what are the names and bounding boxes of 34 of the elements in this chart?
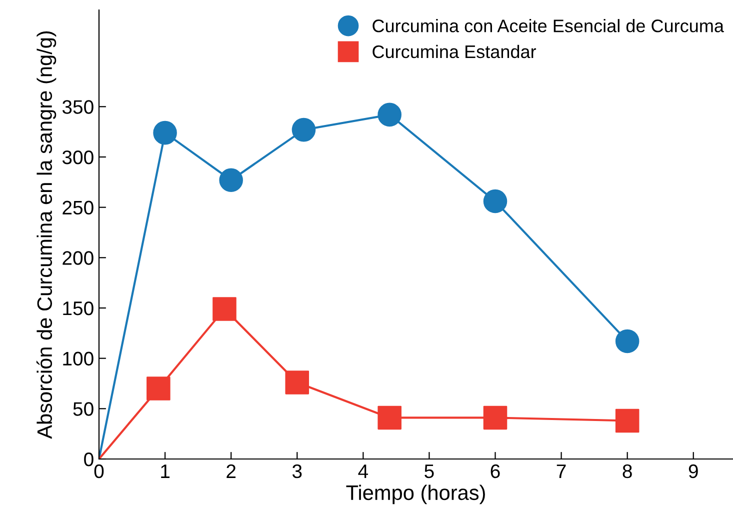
legend-label: Curcumina Estandar	[372, 44, 536, 58]
point	[378, 406, 402, 430]
point	[285, 370, 310, 394]
x-tick-label: 8	[622, 464, 632, 478]
y-tick-label: 100	[63, 352, 94, 366]
legend-label: Curcumina con Aceite Esencial de Curcuma	[372, 19, 724, 32]
y-tick-label: 250	[62, 200, 94, 215]
x-tick-label: 7	[556, 464, 566, 478]
y-tick-label: 350	[62, 100, 94, 114]
y-tick-label: 0	[84, 452, 94, 466]
x-tick-label: 9	[688, 464, 698, 478]
point	[483, 189, 508, 214]
point	[483, 406, 508, 430]
x-tick-label: 4	[358, 464, 368, 478]
x-tick-label: 6	[490, 464, 500, 478]
point	[212, 297, 236, 321]
x-axis-title: Tiempo (horas)	[346, 484, 485, 504]
point	[219, 168, 243, 192]
x-tick-label: 1	[161, 464, 170, 478]
point	[615, 329, 640, 354]
x-tick-label: 0	[94, 464, 104, 478]
point	[378, 102, 402, 127]
x-tick-label: 5	[424, 464, 434, 478]
point	[146, 376, 170, 400]
y-tick-label: 300	[62, 150, 94, 164]
point	[292, 118, 316, 142]
point	[153, 120, 177, 145]
y-axis-title: Absorción de Curcumina en la sangre (ng/g)	[36, 31, 56, 439]
y-tick-label: 50	[73, 402, 94, 416]
y-tick-label: 200	[62, 251, 94, 265]
x-tick-label: 3	[292, 464, 302, 478]
x-tick-label: 2	[226, 464, 236, 478]
y-tick-label: 150	[63, 301, 94, 316]
point	[615, 408, 640, 433]
